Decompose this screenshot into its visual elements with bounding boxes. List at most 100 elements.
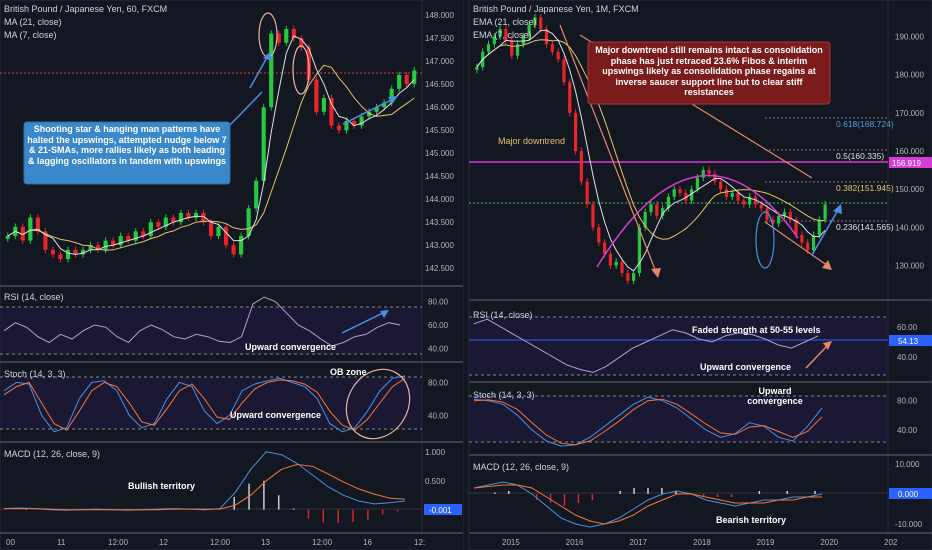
candle (178, 213, 183, 223)
candle (80, 249, 86, 255)
right-rsi-tag-text: 54.13 (898, 337, 919, 346)
candle (254, 180, 259, 209)
right-macd-tick: 10.000 (895, 460, 920, 469)
candle (269, 33, 274, 108)
right-rsi-arrowhead (823, 341, 832, 350)
ema21-line (476, 39, 826, 240)
left-price-tick: 148.000 (425, 11, 454, 20)
right-pattern-circle (755, 211, 775, 269)
candle (643, 212, 647, 228)
candle (5, 236, 10, 239)
time-tick: 2018 (693, 538, 711, 547)
candle (608, 254, 612, 266)
left-macd-tick: 1.000 (425, 448, 446, 457)
candle (579, 151, 583, 182)
right-macd-axis: 10.000 -10.000 (895, 460, 923, 529)
left-stoch-d (3, 377, 406, 431)
left-price-tick: 145.000 (425, 149, 454, 158)
right-stoch-axis: 80.00 40.00 (897, 397, 918, 435)
right-price-tag (889, 157, 932, 168)
fib-236-label: 0.236(141.565) (836, 222, 894, 232)
candle (684, 192, 688, 201)
candle (591, 204, 595, 228)
left-stoch-axis: 80.00 40.00 (428, 378, 449, 420)
candle (527, 25, 531, 37)
downtrend-arrowhead-1 (651, 268, 661, 278)
candle (299, 38, 304, 48)
rsi-conv-arrow (341, 311, 386, 334)
candle (748, 196, 752, 205)
right-rsi-label: RSI (14, close) (473, 310, 533, 320)
time-tick: 12: (414, 538, 425, 547)
candle (276, 33, 281, 43)
time-tick: 11 (57, 538, 66, 547)
right-price-tick: 180.000 (895, 71, 924, 80)
candle (649, 204, 653, 213)
candle (771, 219, 775, 224)
candle (690, 189, 694, 201)
right-stoch-d (473, 398, 823, 446)
right-stoch-band (469, 396, 888, 442)
candle (336, 125, 342, 131)
left-price-tick: 144.500 (425, 172, 454, 181)
candle (359, 116, 364, 126)
downtrend-line-1 (559, 24, 657, 273)
left-macd-tick: 0.500 (425, 477, 446, 486)
candle (794, 219, 798, 235)
left-rsi-tick: 60.00 (428, 321, 449, 330)
candle (216, 226, 221, 236)
downtrend-line-3 (764, 221, 829, 267)
downtrend-arrowhead-3 (822, 260, 832, 270)
left-time-axis: 00 11 12:00 12 12:00 13 12:00 16 12: (6, 538, 425, 547)
candle (103, 240, 108, 250)
candle (171, 217, 176, 223)
right-stoch-tick: 40.00 (897, 426, 918, 435)
left-annotation-text: Shooting star & hanging man patterns hav… (27, 124, 227, 166)
right-ema7-legend: EMA (7, close) (473, 30, 532, 40)
right-rsi-tick: 40.00 (897, 353, 918, 362)
left-price-tick: 146.500 (425, 80, 454, 89)
left-macd-tag (424, 504, 462, 515)
left-ma21-legend: MA (21, close) (4, 17, 62, 27)
right-price-axis: 190.000 180.000 170.000 160.000 150.000 140.0… (895, 33, 924, 271)
left-price-tick: 144.000 (425, 195, 454, 204)
time-tick: 2020 (820, 538, 838, 547)
candle (597, 227, 601, 243)
time-tick: 13 (261, 538, 270, 547)
candle (344, 121, 349, 131)
right-ema21-legend: EMA (21, close) (473, 17, 537, 27)
candle (486, 44, 491, 52)
right-price-tick: 130.000 (895, 261, 924, 270)
candle (223, 226, 229, 246)
inverse-saucer (596, 174, 799, 268)
candle (695, 177, 700, 190)
candle (239, 236, 244, 255)
left-macd-axis: 1.000 0.500 (425, 448, 446, 486)
candle (655, 204, 659, 216)
left-price-tick: 145.500 (425, 126, 454, 135)
right-signal-line (473, 484, 822, 525)
right-rsi-line (473, 318, 819, 373)
right-stoch-label: Stoch (14, 3, 3) (473, 390, 535, 400)
right-stoch-tick: 80.00 (897, 397, 918, 406)
candle (412, 70, 417, 85)
candle (88, 245, 93, 250)
time-tick: 2016 (566, 538, 584, 547)
candle (96, 245, 101, 250)
time-tick: 202 (884, 538, 898, 547)
candle (602, 242, 607, 255)
left-rsi-line (3, 296, 401, 347)
candle (637, 227, 641, 274)
candle (788, 212, 792, 220)
right-macd-tag-text: 0.000 (898, 490, 919, 499)
candle (208, 222, 214, 236)
ma7-line (7, 35, 415, 255)
candle (314, 79, 319, 112)
left-rsi-label: RSI (14, close) (4, 292, 64, 302)
candle (73, 249, 78, 255)
time-tick: 2019 (757, 538, 775, 547)
candle (736, 192, 740, 201)
candle (724, 189, 729, 197)
candle (329, 98, 334, 126)
